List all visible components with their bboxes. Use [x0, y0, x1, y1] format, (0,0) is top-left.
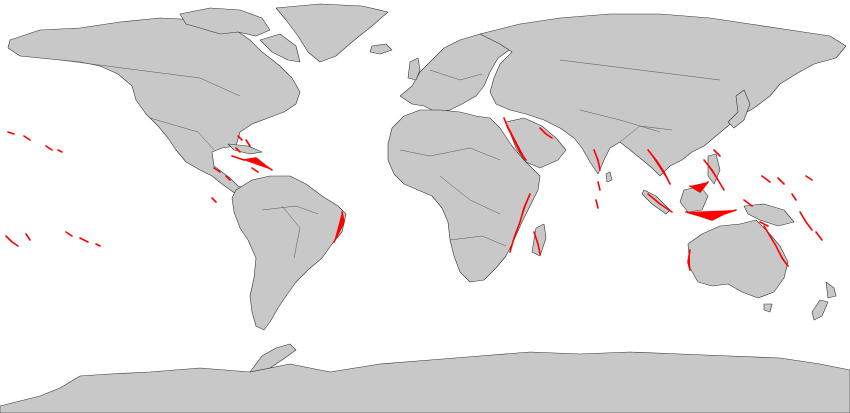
arabian-peninsula [505, 117, 567, 169]
reef-east-africa [509, 193, 531, 253]
reef-galapagos [211, 197, 217, 203]
greenland [275, 3, 389, 63]
sri-lanka [605, 171, 613, 183]
cuba [227, 143, 263, 155]
japan [727, 89, 751, 129]
reef-red-sea [503, 117, 527, 161]
new-zealand-south [811, 299, 829, 321]
country-borders [59, 59, 721, 259]
reef-western-australia [687, 249, 691, 271]
baffin-island [259, 33, 301, 63]
north-america [7, 17, 301, 195]
reef-persian-gulf [539, 127, 553, 139]
antarctic-peninsula [249, 343, 297, 373]
land-layer [0, 3, 850, 413]
new-zealand-north [825, 281, 837, 299]
reef-central-america [213, 167, 231, 181]
australia [687, 219, 789, 299]
africa [387, 109, 541, 283]
antarctica [0, 351, 850, 413]
reef-bahamas [237, 135, 251, 147]
great-britain [407, 57, 421, 81]
reef-southeast-asia [647, 149, 725, 213]
reef-indonesia [685, 149, 769, 227]
reef-great-barrier [763, 225, 789, 267]
reef-south-pacific [5, 231, 101, 247]
south-america [231, 175, 347, 331]
reef-caribbean [231, 147, 273, 173]
reef-western-pacific [761, 175, 813, 201]
reef-north-pacific [7, 131, 63, 153]
reef-india [593, 149, 601, 209]
iceland [369, 43, 393, 55]
madagascar [531, 223, 547, 257]
reef-melanesia [799, 211, 823, 241]
tasmania [763, 303, 773, 313]
coral-reef-highlights [5, 117, 823, 271]
reef-brazil [333, 211, 345, 243]
sumatra [641, 189, 671, 215]
reef-madagascar [533, 231, 541, 255]
new-guinea [743, 203, 795, 227]
asia [479, 13, 847, 177]
arctic-islands [179, 7, 271, 37]
